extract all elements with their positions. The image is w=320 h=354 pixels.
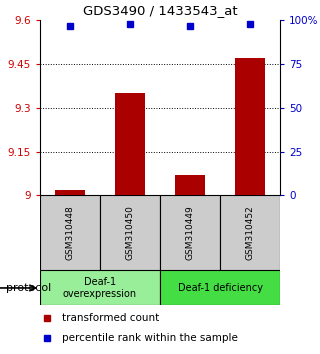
Bar <box>100 195 160 270</box>
Text: GDS3490 / 1433543_at: GDS3490 / 1433543_at <box>83 4 237 17</box>
Bar <box>40 270 160 306</box>
Text: protocol: protocol <box>6 283 51 293</box>
Bar <box>115 93 145 195</box>
Bar <box>40 195 100 270</box>
Text: GSM310450: GSM310450 <box>125 206 134 261</box>
Text: Deaf-1
overexpression: Deaf-1 overexpression <box>63 277 137 299</box>
Bar <box>175 175 205 195</box>
Bar <box>55 190 85 195</box>
Bar <box>220 195 280 270</box>
Bar <box>235 58 265 195</box>
Bar <box>160 195 220 270</box>
Text: Deaf-1 deficiency: Deaf-1 deficiency <box>178 283 262 293</box>
Bar <box>160 270 280 306</box>
Text: percentile rank within the sample: percentile rank within the sample <box>61 333 237 343</box>
Text: GSM310452: GSM310452 <box>245 206 254 260</box>
Text: GSM310449: GSM310449 <box>186 206 195 260</box>
Text: GSM310448: GSM310448 <box>66 206 75 260</box>
Text: transformed count: transformed count <box>61 313 159 323</box>
